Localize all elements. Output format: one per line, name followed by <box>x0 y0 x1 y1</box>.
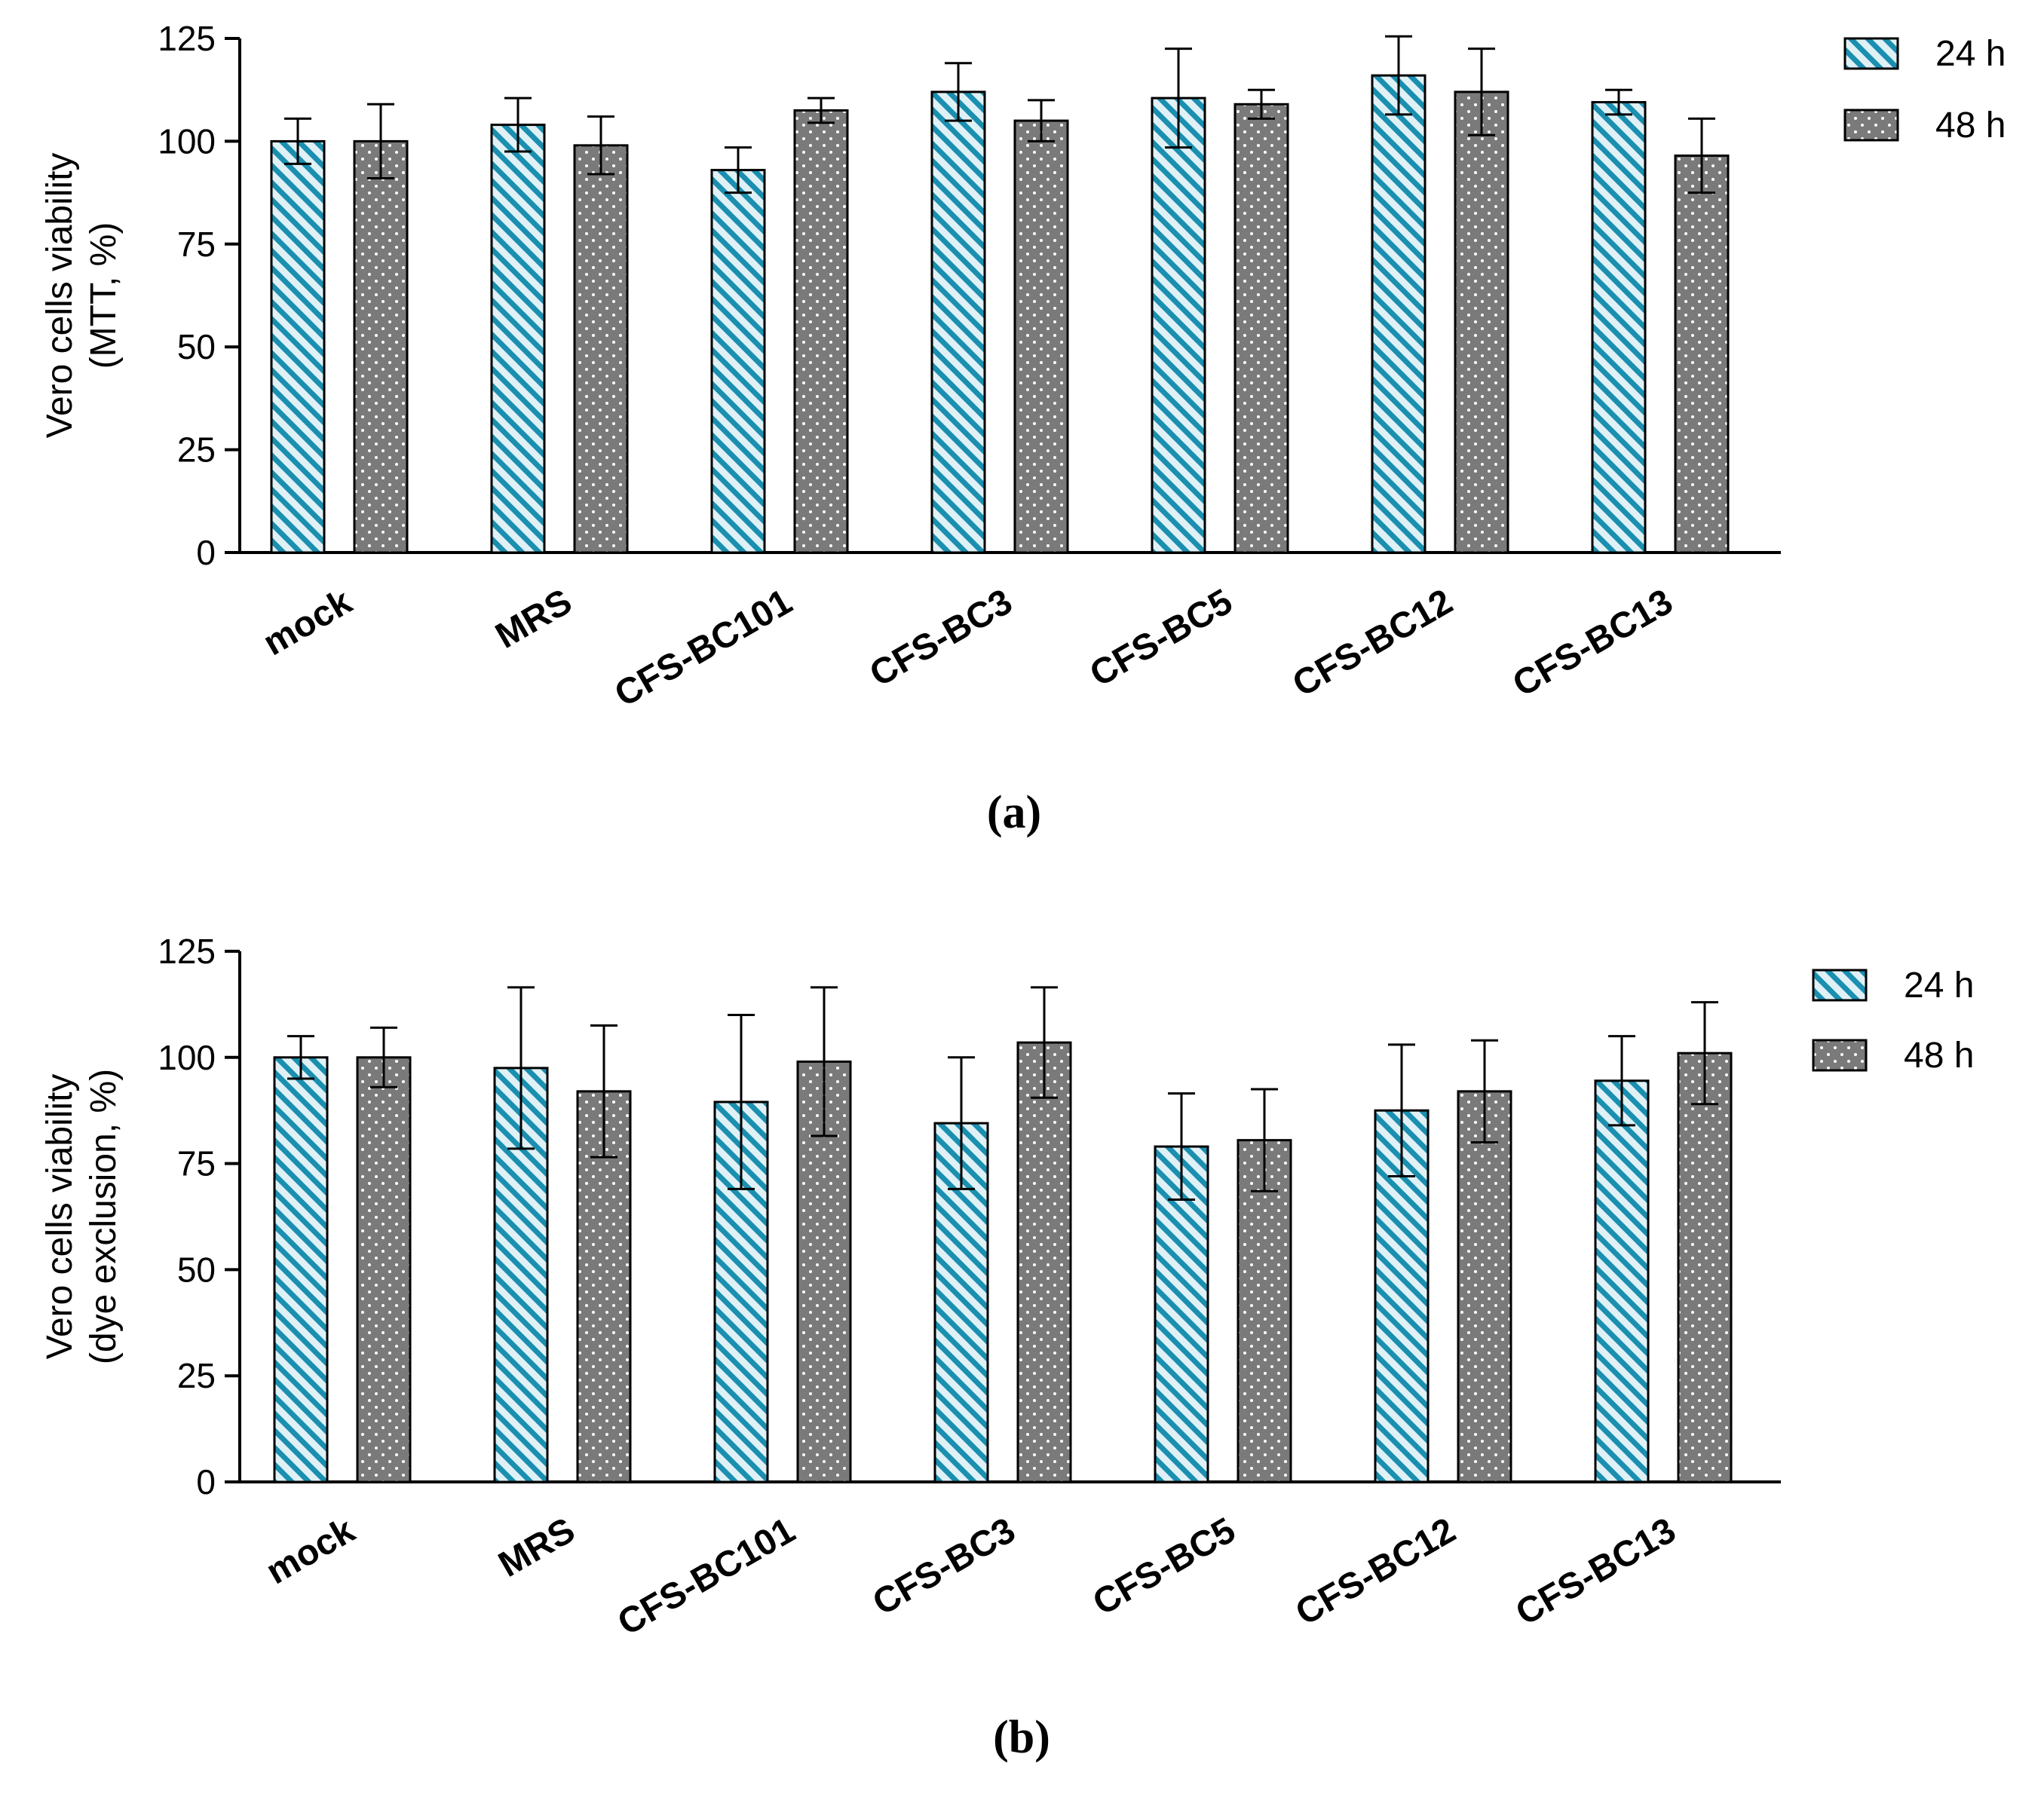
x-category-label: CFS-BC12 <box>1289 1511 1463 1633</box>
bar-24h <box>930 90 986 554</box>
x-category-label: CFS-BC13 <box>1506 582 1680 705</box>
legend-label: 24 h <box>1935 34 2006 74</box>
legend-label: 48 h <box>1904 1036 1974 1076</box>
x-category-label: CFS-BC3 <box>863 582 1019 695</box>
bar-24h <box>1151 96 1206 554</box>
bar-24h <box>1591 101 1647 554</box>
legend-swatch-24h <box>1812 969 1868 1002</box>
x-category-label: CFS-BC101 <box>611 1511 802 1644</box>
x-category-label: MRS <box>489 582 579 657</box>
legend-swatch-48h <box>1843 109 1899 142</box>
x-category-label: CFS-BC3 <box>866 1511 1022 1624</box>
bar-48h <box>573 144 629 554</box>
y-tick-label: 75 <box>177 1144 216 1183</box>
y-tick-label: 50 <box>177 1250 216 1289</box>
y-tick-label: 25 <box>177 1356 216 1395</box>
bar-48h <box>353 139 409 554</box>
y-tick-label: 75 <box>177 225 216 264</box>
bar-24h <box>1154 1145 1209 1483</box>
bar-48h <box>1674 154 1730 554</box>
x-category-label: CFS-BC13 <box>1509 1511 1683 1633</box>
panel-a-caption: (a) <box>987 787 1041 838</box>
bar-24h <box>710 169 766 554</box>
x-category-label: CFS-BC12 <box>1286 582 1460 705</box>
bar-48h <box>1457 1090 1512 1483</box>
bar-48h <box>1013 119 1069 554</box>
bar-24h <box>490 124 546 554</box>
y-tick-label: 100 <box>158 121 216 161</box>
bar-48h <box>793 109 849 554</box>
legend-label: 24 h <box>1904 966 1974 1006</box>
bar-48h <box>1677 1052 1733 1483</box>
y-tick-label: 125 <box>158 19 216 58</box>
y-tick-label: 0 <box>196 1462 216 1502</box>
y-tick-label: 25 <box>177 430 216 470</box>
y-axis-title-line1: Vero cells viability <box>40 1074 80 1360</box>
bar-24h <box>1594 1079 1650 1483</box>
bar-48h <box>1016 1041 1072 1483</box>
legend-label: 48 h <box>1935 106 2006 145</box>
panel-b-caption: (b) <box>993 1712 1050 1763</box>
x-category-label: CFS-BC101 <box>608 582 799 715</box>
x-category-label: CFS-BC5 <box>1086 1511 1243 1624</box>
x-category-label: MRS <box>492 1511 582 1585</box>
y-tick-label: 100 <box>158 1038 216 1077</box>
x-category-label: CFS-BC5 <box>1083 582 1240 695</box>
y-tick-label: 50 <box>177 327 216 366</box>
y-tick-label: 125 <box>158 932 216 971</box>
bar-48h <box>356 1056 412 1483</box>
y-axis-title-line2: (dye exclusion, %) <box>84 1069 124 1364</box>
x-category-label: mock <box>259 1510 361 1592</box>
y-tick-label: 0 <box>196 533 216 572</box>
chart-panel-a: 0 25 50 75 100 125 Vero cells viability (MTT, %… <box>40 19 2006 715</box>
bar-24h <box>1371 74 1427 554</box>
legend-swatch-48h <box>1812 1039 1868 1072</box>
bar-48h <box>1237 1139 1292 1483</box>
bar-24h <box>273 1056 329 1483</box>
y-axis-title-line1: Vero cells viability <box>40 153 80 439</box>
chart-panel-b: 0 25 50 75 100 125 Vero cells viability (dye ex… <box>40 932 1974 1643</box>
x-category-label: mock <box>256 581 358 663</box>
bar-48h <box>1233 103 1289 554</box>
bar-24h <box>270 139 326 554</box>
y-axis-title-line2: (MTT, %) <box>84 222 124 369</box>
legend-swatch-24h <box>1843 37 1899 70</box>
bar-48h <box>1454 90 1509 554</box>
